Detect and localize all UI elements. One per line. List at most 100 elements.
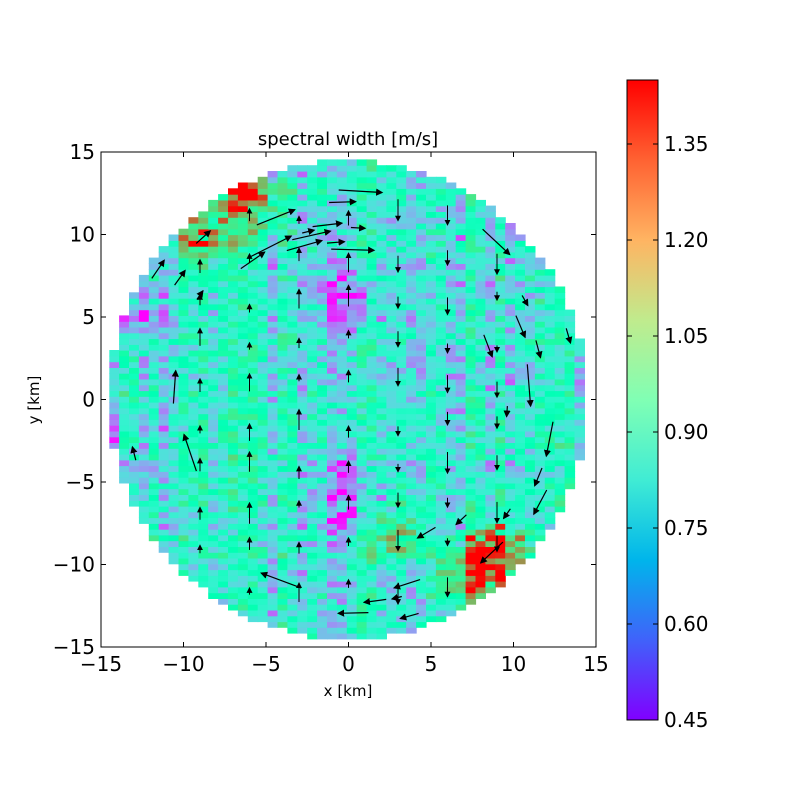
heatmap-cell	[445, 430, 457, 438]
heatmap-cell	[208, 413, 219, 420]
heatmap-cell	[485, 269, 496, 276]
heatmap-cell	[396, 517, 407, 524]
heatmap-cell	[208, 442, 219, 449]
heatmap-cell	[336, 361, 348, 368]
heatmap-cell	[515, 529, 526, 536]
heatmap-cell	[317, 419, 328, 426]
heatmap-cell	[465, 511, 477, 519]
heatmap-cell	[356, 315, 368, 322]
heatmap-cell	[119, 338, 130, 345]
heatmap-cell	[228, 430, 239, 438]
heatmap-cell	[178, 540, 189, 547]
heatmap-cell	[525, 246, 536, 253]
heatmap-cell	[287, 251, 298, 259]
heatmap-cell	[376, 511, 387, 519]
heatmap-cell	[277, 413, 288, 420]
heatmap-cell	[277, 217, 288, 224]
heatmap-cell	[356, 361, 368, 368]
heatmap-cell	[267, 396, 279, 403]
heatmap-cell	[327, 615, 338, 623]
heatmap-cell	[237, 448, 249, 455]
heatmap-cell	[435, 413, 447, 420]
heatmap-cell	[119, 459, 130, 467]
heatmap-cell	[218, 280, 229, 288]
heatmap-cell	[218, 298, 229, 305]
heatmap-cell	[376, 361, 387, 368]
heatmap-cell	[267, 361, 279, 368]
heatmap-cell	[495, 269, 506, 276]
heatmap-cell	[485, 419, 496, 426]
heatmap-cell	[247, 274, 259, 282]
heatmap-cell	[138, 465, 150, 472]
heatmap-cell	[525, 367, 536, 374]
heatmap-cell	[455, 355, 467, 363]
heatmap-cell	[267, 321, 279, 328]
heatmap-cell	[485, 286, 496, 293]
heatmap-cell	[386, 315, 397, 322]
heatmap-cell	[386, 326, 397, 334]
heatmap-cell	[455, 494, 467, 501]
heatmap-cell	[247, 459, 259, 467]
heatmap-cell	[178, 454, 189, 461]
heatmap-cell	[465, 402, 477, 409]
heatmap-cell	[297, 263, 308, 270]
heatmap-cell	[317, 396, 328, 403]
heatmap-cell	[574, 373, 585, 380]
heatmap-cell	[455, 523, 467, 530]
wind-arrow	[565, 328, 573, 345]
heatmap-cell	[327, 223, 338, 230]
heatmap-cell	[317, 465, 328, 472]
heatmap-cell	[307, 321, 318, 328]
heatmap-cell	[495, 569, 506, 576]
heatmap-cell	[297, 413, 308, 420]
heatmap-cell	[475, 465, 486, 472]
heatmap-cell	[435, 205, 447, 212]
heatmap-cell	[228, 546, 239, 553]
heatmap-cell	[406, 454, 417, 461]
heatmap-cell	[376, 621, 387, 628]
heatmap-cell	[267, 246, 279, 253]
heatmap-cell	[554, 500, 566, 507]
heatmap-cell	[455, 511, 467, 519]
heatmap-cell	[386, 529, 397, 536]
heatmap-cell	[356, 182, 368, 189]
heatmap-cell	[495, 344, 506, 351]
chart-title: spectral width [m/s]	[258, 129, 438, 150]
heatmap-cell	[178, 563, 189, 571]
heatmap-cell	[208, 269, 219, 276]
heatmap-cell	[366, 384, 378, 392]
heatmap-cell	[346, 228, 358, 236]
heatmap-cell	[406, 269, 417, 276]
heatmap-cell	[336, 627, 348, 634]
heatmap-cell	[168, 350, 180, 357]
wind-arrow	[329, 198, 357, 206]
heatmap-cell	[475, 534, 486, 542]
heatmap-cell	[416, 581, 427, 588]
heatmap-cell	[267, 540, 279, 547]
heatmap-cell	[287, 292, 298, 299]
heatmap-cell	[346, 627, 358, 634]
heatmap-cell	[247, 442, 259, 449]
heatmap-cell	[376, 211, 387, 218]
heatmap-cell	[356, 425, 368, 432]
heatmap-cell	[574, 419, 585, 426]
heatmap-cell	[505, 557, 516, 565]
heatmap-cell	[396, 217, 407, 224]
heatmap-cell	[228, 482, 239, 490]
heatmap-cell	[228, 413, 239, 420]
heatmap-cell	[228, 604, 239, 611]
heatmap-cell	[505, 286, 516, 293]
heatmap-cell	[356, 309, 368, 316]
heatmap-cell	[188, 517, 199, 524]
heatmap-cell	[366, 604, 378, 611]
heatmap-cell	[435, 407, 447, 415]
heatmap-cell	[307, 465, 318, 472]
heatmap-cell	[327, 165, 338, 172]
heatmap-cell	[228, 448, 239, 455]
heatmap-cell	[465, 575, 477, 582]
heatmap-cell	[257, 234, 269, 241]
heatmap-cell	[396, 274, 407, 282]
heatmap-cell	[148, 286, 160, 293]
heatmap-cell	[525, 344, 536, 351]
heatmap-cell	[564, 396, 576, 403]
